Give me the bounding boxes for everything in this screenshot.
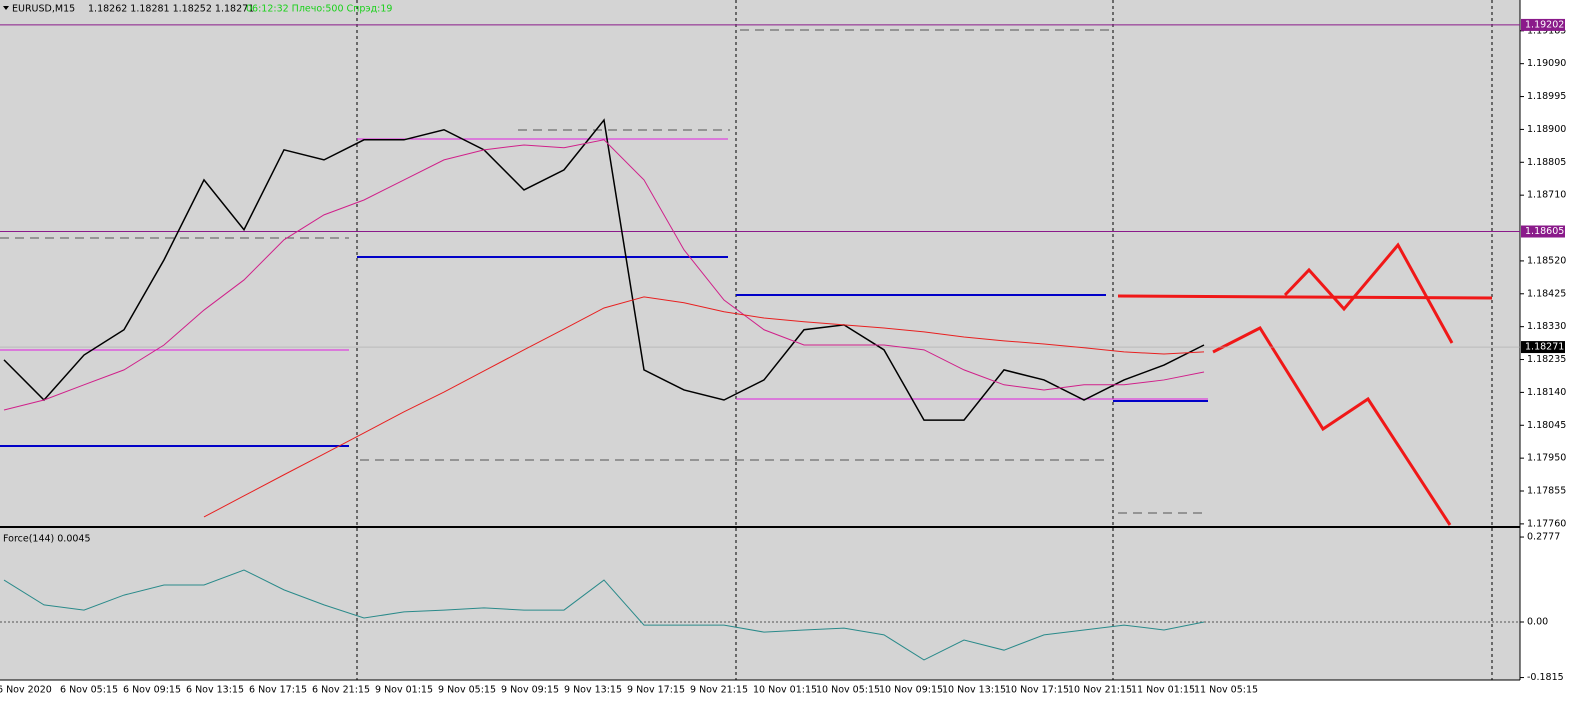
time-label: 6 Nov 13:15 xyxy=(186,685,244,696)
symbol: EURUSD,M15 xyxy=(12,4,75,15)
time-label: 6 Nov 2020 xyxy=(0,685,52,696)
time-label: 10 Nov 05:15 xyxy=(816,685,880,696)
quote: 1.18262 1.18281 1.18252 1.18271 xyxy=(88,4,254,15)
price-label-box xyxy=(1521,341,1565,354)
time-label: 11 Nov 05:15 xyxy=(1194,685,1258,696)
time-label: 10 Nov 17:15 xyxy=(1005,685,1069,696)
price-label: 1.18605 xyxy=(1525,226,1564,237)
y-tick-label: 1.18045 xyxy=(1527,420,1566,431)
time-label: 9 Nov 09:15 xyxy=(501,685,559,696)
day-separators xyxy=(356,0,1493,680)
indicator-title: Force(144) 0.0045 xyxy=(3,534,91,545)
time-label: 9 Nov 21:15 xyxy=(690,685,748,696)
series-line xyxy=(3,139,1205,411)
series-line xyxy=(3,569,1205,661)
price-label: 1.18271 xyxy=(1525,342,1564,353)
time-label: 6 Nov 05:15 xyxy=(60,685,118,696)
price-label-box xyxy=(1521,18,1565,31)
y-tick-label: 0.2777 xyxy=(1527,532,1560,543)
y-tick-label: -0.1815 xyxy=(1527,672,1564,683)
y-tick-label: 1.18995 xyxy=(1527,91,1566,102)
y-tick-label: 1.19090 xyxy=(1527,58,1566,69)
price-label: 1.19202 xyxy=(1525,19,1564,30)
forecast-zigzag xyxy=(1283,242,1454,344)
time-label: 9 Nov 13:15 xyxy=(564,685,622,696)
time-label: 9 Nov 17:15 xyxy=(627,685,685,696)
dashed-levels xyxy=(0,29,1208,514)
time-label: 9 Nov 05:15 xyxy=(438,685,496,696)
y-tick-label: 0.00 xyxy=(1527,617,1548,628)
time-label: 10 Nov 01:15 xyxy=(753,685,817,696)
time-label: 9 Nov 01:15 xyxy=(375,685,433,696)
time-label: 11 Nov 01:15 xyxy=(1131,685,1195,696)
time-label: 6 Nov 17:15 xyxy=(249,685,307,696)
menu-arrow[interactable] xyxy=(3,6,9,10)
drawn-objects xyxy=(0,29,1493,526)
forecast-zigzag xyxy=(1212,326,1452,526)
time-label: 10 Nov 21:15 xyxy=(1068,685,1132,696)
y-tick-label: 1.18900 xyxy=(1527,124,1566,135)
series-line xyxy=(203,296,1205,518)
y-tick-label: 1.18425 xyxy=(1527,288,1566,299)
y-tick-label: 1.17855 xyxy=(1527,486,1566,497)
y-tick-label: 1.18330 xyxy=(1527,321,1566,332)
time-label: 10 Nov 09:15 xyxy=(879,685,943,696)
time-label: 6 Nov 21:15 xyxy=(312,685,370,696)
y-tick-label: 1.18520 xyxy=(1527,255,1566,266)
y-tick-label: 1.18710 xyxy=(1527,190,1566,201)
price-label-box xyxy=(1521,225,1565,238)
plot-background xyxy=(0,0,1520,680)
status: 06:12:32 Плечо:500 Спрэд:19 xyxy=(246,4,392,15)
series-line xyxy=(3,118,1205,421)
y-tick-label: 1.18235 xyxy=(1527,354,1566,365)
time-label: 10 Nov 13:15 xyxy=(942,685,1006,696)
y-tick-label: 1.18140 xyxy=(1527,387,1566,398)
y-tick-label: 1.17950 xyxy=(1527,453,1566,464)
y-tick-label: 1.18805 xyxy=(1527,157,1566,168)
y-tick-label: 1.17760 xyxy=(1527,518,1566,529)
forecast-line xyxy=(1117,294,1493,300)
forecast-drawing xyxy=(1117,242,1493,526)
time-label: 6 Nov 09:15 xyxy=(123,685,181,696)
